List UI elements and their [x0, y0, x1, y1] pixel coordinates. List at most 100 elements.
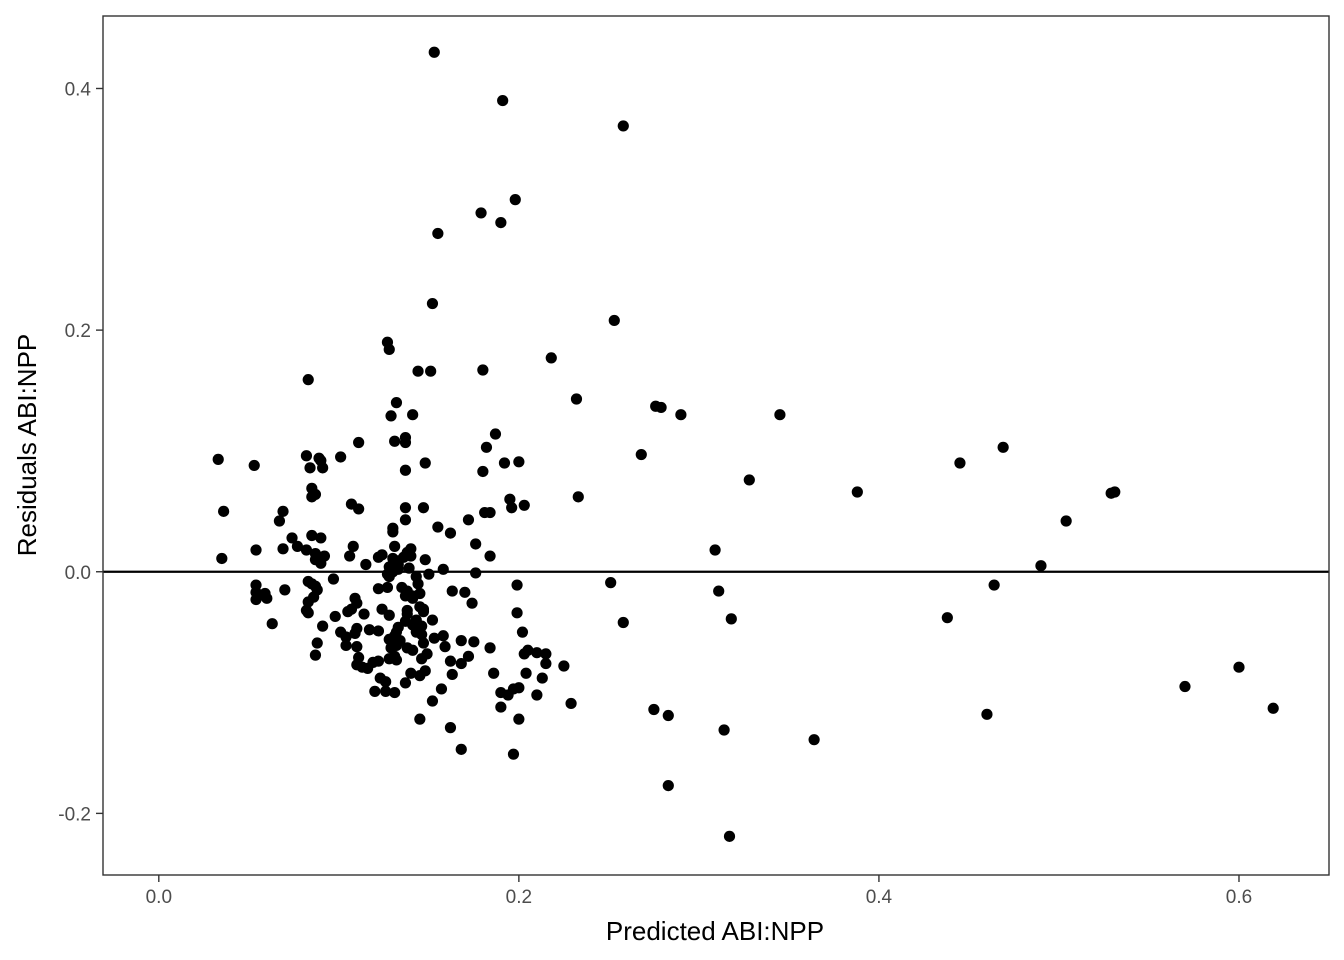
data-point: [484, 550, 496, 562]
data-point: [1035, 560, 1047, 572]
data-point: [662, 709, 674, 722]
data-point: [495, 216, 507, 229]
data-point: [531, 689, 543, 701]
data-point: [399, 464, 412, 476]
data-point: [385, 642, 397, 654]
data-point: [426, 297, 439, 310]
data-point: [851, 486, 863, 498]
data-point: [1060, 515, 1072, 527]
data-point: [743, 474, 755, 486]
data-point: [385, 410, 397, 422]
data-point: [389, 686, 401, 699]
data-point: [306, 491, 318, 503]
data-point: [311, 637, 323, 649]
data-point: [218, 505, 230, 517]
data-point: [437, 630, 449, 642]
panel-border: [102, 15, 1330, 876]
axis-ticks: [96, 87, 1240, 882]
data-point: [459, 586, 471, 598]
data-point: [437, 563, 449, 575]
data-point: [416, 653, 428, 665]
y-tick-label: 0.4: [65, 79, 92, 100]
data-point: [250, 544, 262, 556]
data-point: [419, 554, 431, 566]
data-point: [248, 459, 260, 472]
data-point: [509, 194, 521, 206]
data-point: [329, 610, 341, 623]
data-point: [605, 577, 617, 589]
data-point: [648, 703, 660, 716]
data-point: [475, 207, 487, 219]
data-point: [327, 573, 340, 585]
data-point: [360, 558, 372, 571]
x-tick-label: 0.0: [146, 887, 172, 908]
data-point: [484, 506, 496, 519]
data-point: [344, 550, 356, 562]
data-point: [617, 120, 629, 132]
y-axis-title: Residuals ABI:NPP: [12, 334, 42, 557]
data-point: [372, 583, 385, 595]
data-point: [513, 456, 525, 468]
data-point: [412, 578, 424, 590]
data-point: [477, 364, 489, 376]
data-point: [315, 557, 327, 569]
data-point: [954, 457, 966, 469]
data-point: [504, 493, 516, 505]
data-point: [363, 624, 376, 636]
data-point: [480, 441, 493, 453]
data-point: [725, 613, 737, 625]
data-point: [570, 393, 583, 405]
data-point: [444, 527, 457, 539]
data-point: [432, 227, 444, 240]
data-points: [212, 46, 1279, 842]
data-point: [383, 343, 395, 356]
data-point: [277, 505, 289, 517]
data-point: [470, 538, 482, 550]
data-point: [291, 540, 304, 552]
data-point: [426, 614, 439, 626]
data-point: [399, 677, 412, 689]
data-point: [417, 502, 430, 514]
data-point: [414, 713, 426, 725]
data-point: [428, 632, 440, 644]
data-point: [383, 570, 395, 583]
data-point: [380, 685, 392, 697]
data-point: [489, 428, 502, 440]
data-point: [389, 435, 401, 447]
data-point: [302, 596, 314, 608]
data-point: [477, 465, 489, 478]
data-point: [414, 670, 426, 682]
data-point: [536, 672, 548, 684]
data-point: [417, 606, 430, 618]
y-tick-label: 0.0: [65, 563, 91, 584]
data-point: [709, 544, 721, 556]
data-point: [513, 713, 525, 725]
data-point: [462, 650, 475, 662]
data-point: [455, 743, 467, 755]
data-point: [446, 668, 458, 681]
data-point: [617, 616, 629, 629]
data-point: [399, 436, 412, 449]
data-point: [502, 689, 514, 701]
data-point: [419, 457, 431, 469]
data-point: [380, 676, 392, 688]
data-point: [981, 708, 993, 720]
data-point: [349, 627, 361, 639]
data-point: [286, 532, 298, 544]
data-point: [403, 562, 415, 574]
data-point: [455, 635, 467, 647]
data-point: [518, 499, 530, 511]
x-tick-label: 0.2: [506, 887, 532, 908]
data-point: [390, 654, 403, 666]
data-point: [317, 462, 329, 474]
data-point: [300, 450, 313, 462]
data-point: [273, 515, 286, 527]
data-point: [266, 618, 278, 630]
data-point: [655, 401, 667, 414]
data-point: [545, 352, 557, 364]
data-point: [488, 667, 500, 679]
data-point: [540, 657, 552, 670]
data-point: [484, 642, 496, 654]
data-point: [383, 609, 395, 621]
